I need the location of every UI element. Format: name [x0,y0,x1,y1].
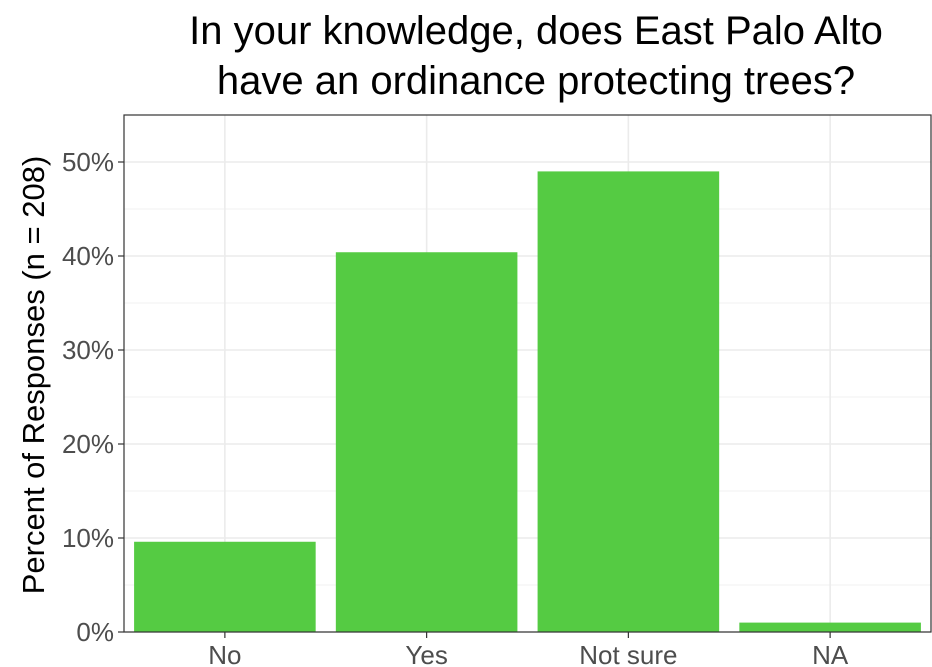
x-tick-label: NA [812,640,849,667]
y-tick-label: 40% [62,241,114,271]
bar-yes [335,252,518,633]
y-axis-ticks: 0% 10% 20% 30% 40% 50% [62,147,124,647]
chart-title-line-2: have an ordinance protecting trees? [217,59,855,103]
bar-no [134,541,316,632]
bar-not-sure [537,171,720,632]
panel-border [123,114,932,633]
y-tick-label: 30% [62,335,114,365]
x-axis-ticks: No Yes Not sure NA [208,632,849,667]
x-tick-label: Yes [405,640,447,667]
y-tick-label: 50% [62,147,114,177]
y-tick-label: 20% [62,429,114,459]
bars [134,171,921,633]
chart-title-line-1: In your knowledge, does East Palo Alto [189,9,883,53]
x-tick-label: Not sure [579,640,677,667]
x-tick-label: No [208,640,241,667]
y-axis-label: Percent of Responses (n = 208) [16,156,51,595]
y-tick-label: 10% [62,523,114,553]
bar-na [739,622,921,632]
y-tick-label: 0% [76,617,114,647]
